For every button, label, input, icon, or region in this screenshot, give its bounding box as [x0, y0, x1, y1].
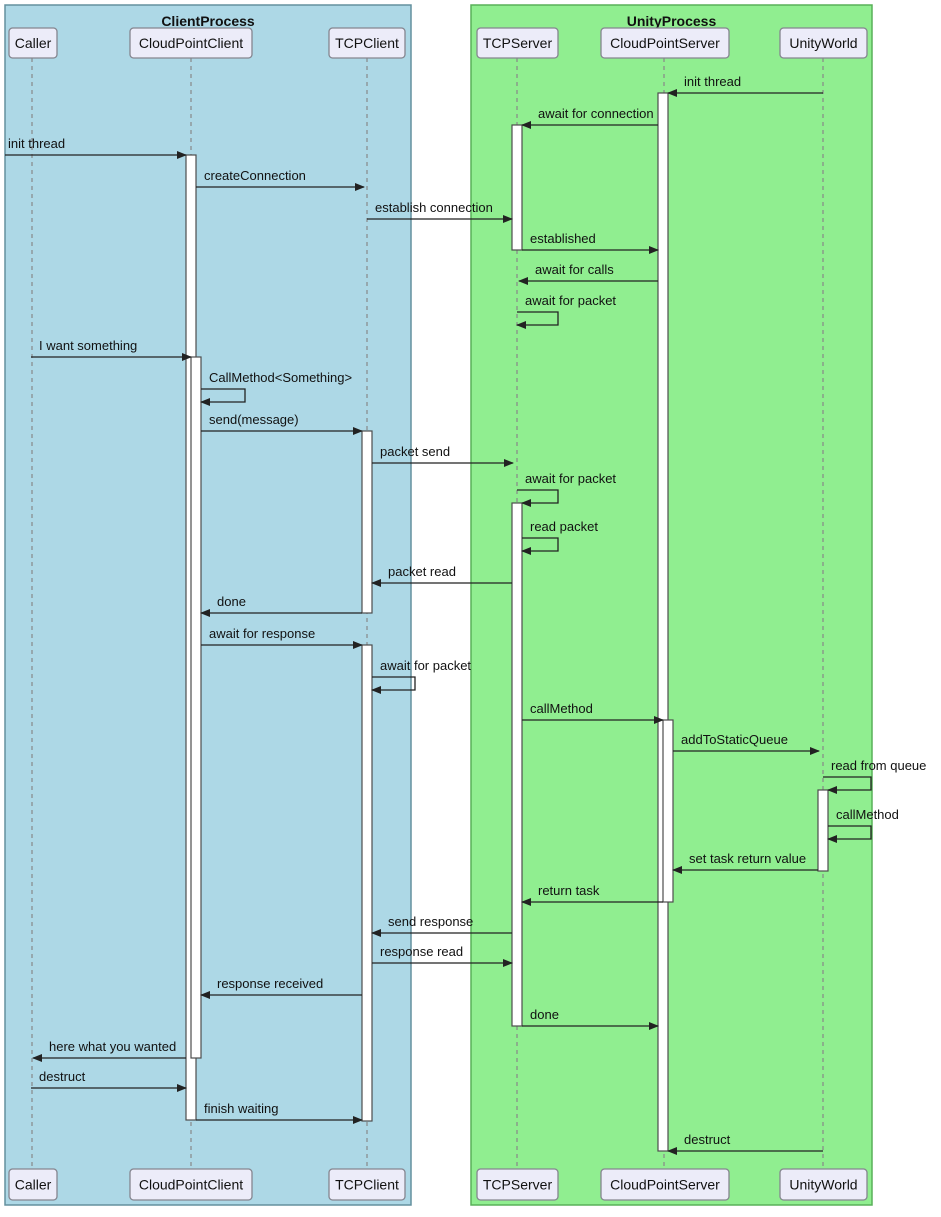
activation-bar-tcp-server — [511, 124, 523, 251]
self-message-arrow — [517, 489, 559, 507]
participant-label-unity-world-bottom: UnityWorld — [789, 1177, 857, 1193]
participant-label-cloud-point-server-top: CloudPointServer — [610, 35, 720, 51]
message-label: read from queue — [831, 758, 926, 773]
message-label: read packet — [530, 519, 598, 534]
message-label: done — [530, 1007, 559, 1022]
message-label: createConnection — [204, 168, 306, 183]
message-label: set task return value — [689, 851, 806, 866]
activation-bar-unity-world — [817, 789, 829, 872]
process-title-unity-process: UnityProcess — [627, 13, 717, 29]
participant-label-cloud-point-client-top: CloudPointClient — [139, 35, 243, 51]
self-message-arrow — [371, 676, 416, 694]
participant-box-caller-bottom — [8, 1168, 58, 1201]
self-message-arrow — [200, 388, 246, 406]
message-label: packet send — [380, 444, 450, 459]
message-label: addToStaticQueue — [681, 732, 788, 747]
activation-bar-cloud-point-client — [190, 356, 202, 1059]
participant-label-cloud-point-server-bottom: CloudPointServer — [610, 1177, 720, 1193]
participant-label-tcp-client-bottom: TCPClient — [335, 1177, 399, 1193]
participant-label-caller-bottom: Caller — [15, 1177, 52, 1193]
process-box-unity-process — [470, 4, 873, 1206]
participant-box-cloud-point-server-bottom — [600, 1168, 730, 1201]
message-label: I want something — [39, 338, 137, 353]
message-label: established — [530, 231, 596, 246]
message-label: init thread — [684, 74, 741, 89]
message-label: await for packet — [380, 658, 471, 673]
message-label: await for packet — [525, 293, 616, 308]
participant-box-unity-world-top — [779, 27, 868, 59]
message-label: response received — [217, 976, 323, 991]
participant-box-tcp-server-top — [476, 27, 559, 59]
activation-bar-tcp-client — [361, 644, 373, 1122]
message-label: send response — [388, 914, 473, 929]
activation-bar-tcp-server — [511, 502, 523, 1027]
participant-box-caller-top — [8, 27, 58, 59]
message-label: packet read — [388, 564, 456, 579]
process-box-client-process — [4, 4, 412, 1206]
participant-label-tcp-client-top: TCPClient — [335, 35, 399, 51]
participant-box-cloud-point-client-bottom — [129, 1168, 253, 1201]
participant-label-tcp-server-top: TCPServer — [483, 35, 553, 51]
activation-bar-cloud-point-server — [657, 92, 669, 1152]
participant-label-tcp-server-bottom: TCPServer — [483, 1177, 553, 1193]
message-label: CallMethod<Something> — [209, 370, 352, 385]
message-label: callMethod — [836, 807, 899, 822]
participant-box-cloud-point-server-top — [600, 27, 730, 59]
message-label: done — [217, 594, 246, 609]
participant-box-tcp-client-top — [328, 27, 406, 59]
activation-bar-cloud-point-server — [662, 719, 674, 903]
message-label: return task — [538, 883, 600, 898]
message-label: finish waiting — [204, 1101, 278, 1116]
self-message-arrow — [521, 537, 559, 555]
participant-label-cloud-point-client-bottom: CloudPointClient — [139, 1177, 243, 1193]
message-label: await for packet — [525, 471, 616, 486]
message-label: destruct — [684, 1132, 731, 1147]
self-message-arrow — [823, 776, 872, 794]
message-label: response read — [380, 944, 463, 959]
process-title-client-process: ClientProcess — [161, 13, 255, 29]
self-message-arrow — [827, 825, 872, 843]
message-label: callMethod — [530, 701, 593, 716]
message-label: establish connection — [375, 200, 493, 215]
self-message-arrow — [516, 311, 559, 329]
participant-label-caller-top: Caller — [15, 35, 52, 51]
message-label: destruct — [39, 1069, 86, 1084]
participant-box-tcp-client-bottom — [328, 1168, 406, 1201]
message-label: await for calls — [535, 262, 614, 277]
participant-box-cloud-point-client-top — [129, 27, 253, 59]
activation-bar-tcp-client — [361, 430, 373, 614]
message-label: here what you wanted — [49, 1039, 176, 1054]
message-label: init thread — [8, 136, 65, 151]
participant-box-unity-world-bottom — [779, 1168, 868, 1201]
participant-box-tcp-server-bottom — [476, 1168, 559, 1201]
message-label: await for response — [209, 626, 315, 641]
participant-label-unity-world-top: UnityWorld — [789, 35, 857, 51]
message-label: send(message) — [209, 412, 299, 427]
message-label: await for connection — [538, 106, 654, 121]
